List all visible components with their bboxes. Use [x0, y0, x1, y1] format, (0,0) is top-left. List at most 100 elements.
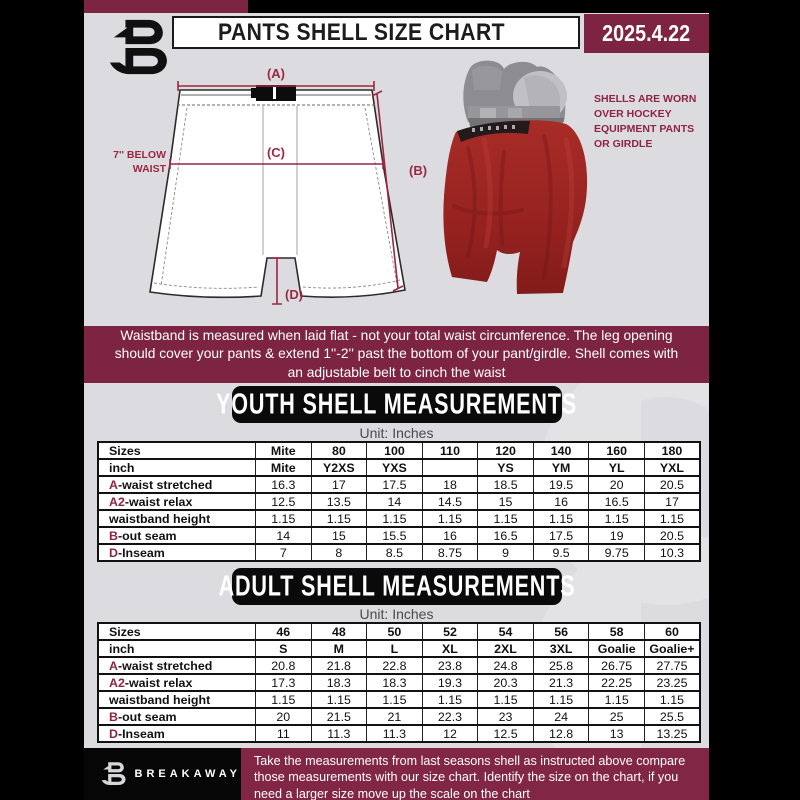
table-cell: 16.5 [588, 492, 645, 511]
table-cell: S [255, 639, 312, 658]
measure-b-label: (B) [409, 163, 427, 178]
youth-table: Sizes Mite 80 100 110 120 140 160 180 inch Mite Y2X… [97, 441, 701, 562]
table-cell: 140 [532, 441, 590, 460]
table-cell: 23 [477, 707, 534, 726]
table-cell: 1.15 [310, 509, 368, 528]
table-cell: 1.15 [643, 690, 701, 709]
row-label: A2-waist relax [97, 492, 256, 511]
row-label-prefix: A [109, 477, 118, 492]
table-cell: Mite [255, 458, 312, 477]
table-cell: 9.75 [588, 543, 645, 562]
table-cell: 21.5 [310, 707, 368, 726]
footer-brand-name: BREAKAWAY [134, 768, 241, 780]
table-cell: 1.15 [366, 690, 423, 709]
table-cell: 110 [421, 441, 479, 460]
row-label: inch [97, 639, 256, 658]
table-cell: 21.8 [310, 656, 368, 675]
table-row: Sizes 46 48 50 52 54 56 58 60 [97, 622, 701, 641]
table-cell: 18.3 [310, 673, 368, 692]
table-row: D-Inseam 7 8 8.5 8.75 9 9.5 9.75 10.3 [97, 543, 701, 562]
table-cell: 20.5 [643, 526, 701, 545]
table-row: A-waist stretched 16.3 17 17.5 18 18.5 19.5 20 2… [97, 475, 701, 494]
table-cell: 11.3 [366, 724, 423, 743]
below-waist-note-line2: WAIST [133, 163, 167, 175]
row-label-prefix: D [109, 545, 118, 560]
shorts-diagram: (A) (B) (C) (D) 7'' BELOW WAIST [113, 66, 427, 305]
table-cell: 1.15 [310, 690, 368, 709]
table-cell: 120 [477, 441, 534, 460]
table-row: Sizes Mite 80 100 110 120 140 160 180 [97, 441, 701, 460]
table-cell: Goalie+ [643, 639, 701, 658]
table-cell: 13.5 [310, 492, 368, 511]
table-cell: 1.15 [532, 690, 590, 709]
table-cell: YXL [643, 458, 701, 477]
measure-a-label: (A) [267, 66, 285, 81]
table-cell: 24.8 [477, 656, 534, 675]
row-label: waistband height [97, 509, 256, 528]
table-row: A2-waist relax 17.3 18.3 18.3 19.3 20.3 21.3 22… [97, 673, 701, 692]
row-label-prefix: B [109, 528, 118, 543]
table-cell: 8.5 [366, 543, 423, 562]
table-cell: 16 [532, 492, 590, 511]
table-cell: 3XL [532, 639, 590, 658]
table-cell: 9 [477, 543, 534, 562]
table-cell: 23.25 [643, 673, 701, 692]
table-cell: 23.8 [421, 656, 479, 675]
table-cell: 50 [366, 622, 423, 641]
table-cell: 9.5 [532, 543, 590, 562]
youth-unit-label: Unit: Inches [359, 425, 434, 441]
title-bar: PANTS SHELL SIZE CHART [172, 16, 580, 49]
table-cell: 1.15 [421, 509, 479, 528]
table-cell: 13.25 [643, 724, 701, 743]
table-cell: YXS [366, 458, 423, 477]
table-cell: 17.5 [532, 526, 590, 545]
table-cell: 18.3 [366, 673, 423, 692]
row-label-prefix: A2 [109, 494, 125, 509]
table-cell: 18.5 [477, 475, 534, 494]
table-cell: 7 [255, 543, 312, 562]
table-cell: 100 [366, 441, 423, 460]
measure-d-label: (D) [285, 287, 303, 302]
youth-heading-text: YOUTH SHELL MEASUREMENTS [216, 388, 578, 420]
table-cell: 1.15 [588, 509, 645, 528]
table-row: inch S M L XL 2XL 3XL Goalie Goalie+ [97, 639, 701, 658]
table-cell: 21.3 [532, 673, 590, 692]
footer-note-area: Take the measurements from last seasons … [241, 748, 709, 800]
table-cell: 1.15 [477, 690, 534, 709]
row-label: B-out seam [97, 707, 256, 726]
row-label: A2-waist relax [97, 673, 256, 692]
footer-note: Take the measurements from last seasons … [254, 754, 686, 800]
table-cell: 160 [588, 441, 645, 460]
row-label: inch [97, 458, 256, 477]
row-label-prefix: A [109, 658, 118, 673]
table-cell: 12.8 [532, 724, 590, 743]
table-cell: 12.5 [255, 492, 312, 511]
table-cell: 80 [310, 441, 368, 460]
row-label-prefix: D [109, 726, 118, 741]
table-cell: 14 [366, 492, 423, 511]
table-cell: 22.25 [588, 673, 645, 692]
footer-brand-area: BREAKAWAY [84, 748, 241, 800]
table-row: B-out seam 14 15 15.5 16 16.5 17.5 19 20.5 [97, 526, 701, 545]
table-cell: 19.5 [532, 475, 590, 494]
table-cell: 19 [588, 526, 645, 545]
table-cell: 25.5 [643, 707, 701, 726]
table-cell: 12 [421, 724, 479, 743]
row-label: Sizes [97, 441, 256, 460]
table-cell: 20 [588, 475, 645, 494]
table-cell: 13 [588, 724, 645, 743]
table-cell: 12.5 [477, 724, 534, 743]
table-cell: 8.75 [421, 543, 479, 562]
table-row: B-out seam 20 21.5 21 22.3 23 24 25 25.5 [97, 707, 701, 726]
table-cell: 60 [643, 622, 701, 641]
photo-caption: SHELLS ARE WORN OVER HOCKEY EQUIPMENT PA… [594, 93, 697, 150]
table-cell: M [310, 639, 368, 658]
table-cell: 20 [255, 707, 312, 726]
table-row: inch Mite Y2XS YXS YS YM YL YXL [97, 458, 701, 477]
row-label: D-Inseam [97, 543, 256, 562]
table-cell: 25.8 [532, 656, 590, 675]
table-cell: 17.5 [366, 475, 423, 494]
table-cell: 16.5 [477, 526, 534, 545]
table-cell: YM [532, 458, 590, 477]
pants-photo [443, 60, 588, 294]
